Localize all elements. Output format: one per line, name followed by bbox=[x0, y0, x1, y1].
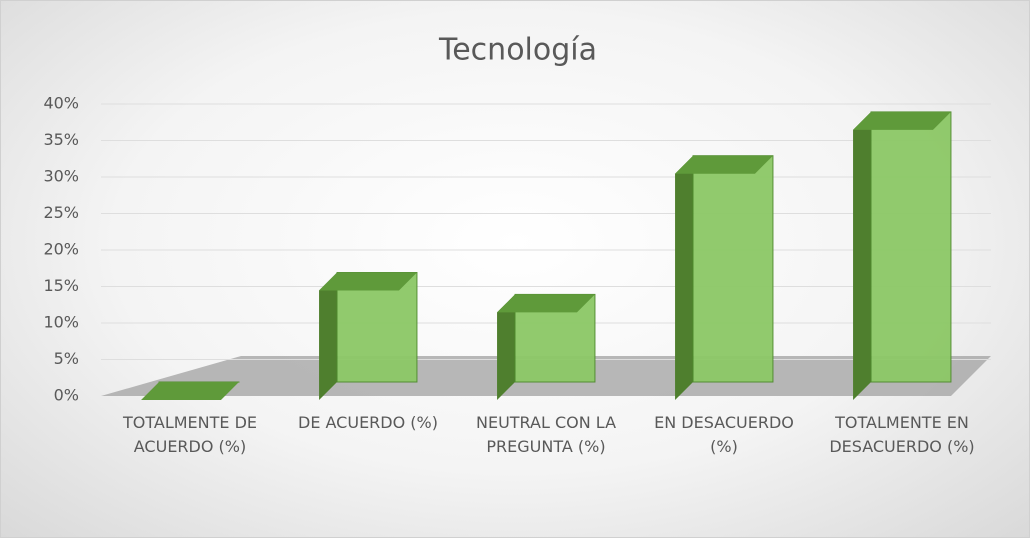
y-tick-label: 40% bbox=[43, 94, 79, 113]
y-tick-label: 30% bbox=[43, 167, 79, 186]
x-tick-label: DE ACUERDO (%) bbox=[298, 413, 438, 432]
bar-top bbox=[853, 111, 951, 130]
x-tick-label: TOTALMENTE DE ACUERDO (%) bbox=[122, 413, 258, 456]
y-tick-label: 10% bbox=[43, 313, 79, 332]
y-tick-label: 0% bbox=[54, 386, 79, 405]
bar bbox=[692, 155, 774, 383]
bar bbox=[870, 111, 952, 383]
bar-side bbox=[675, 155, 694, 400]
x-tick-label: NEUTRAL CON LA PREGUNTA (%) bbox=[475, 413, 617, 456]
bar-side bbox=[853, 111, 872, 401]
bar-side bbox=[319, 272, 338, 400]
bar-top bbox=[675, 155, 773, 174]
bar-top bbox=[497, 294, 595, 313]
bar-side bbox=[497, 294, 516, 400]
x-tick-label: TOTALMENTE EN DESACUERDO (%) bbox=[829, 413, 975, 456]
y-tick-label: 35% bbox=[43, 130, 79, 149]
bar-top bbox=[141, 382, 239, 400]
y-tick-label: 15% bbox=[43, 276, 79, 295]
x-tick-label: EN DESACUERDO (%) bbox=[654, 413, 794, 456]
y-tick-label: 25% bbox=[43, 203, 79, 222]
y-tick-label: 20% bbox=[43, 240, 79, 259]
bar-top bbox=[319, 272, 417, 291]
chart-title: Tecnología bbox=[438, 33, 597, 68]
y-tick-label: 5% bbox=[54, 349, 79, 368]
